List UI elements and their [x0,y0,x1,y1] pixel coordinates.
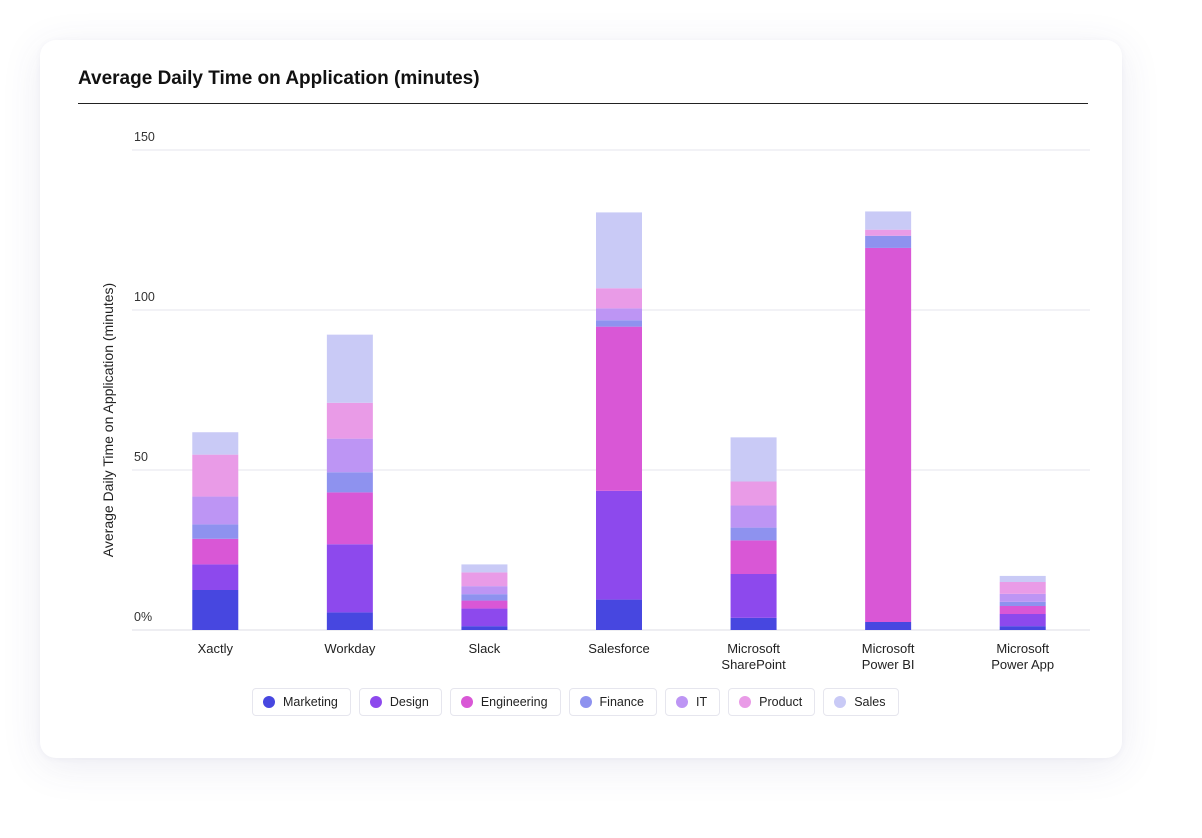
bar-segment-engineering[interactable] [865,247,912,623]
bar-segment-engineering[interactable] [461,600,508,609]
bar-segment-it[interactable] [192,496,239,525]
bar-segment-product[interactable] [596,288,642,309]
y-tick-label: 50 [134,450,148,464]
bar-segment-marketing[interactable] [326,612,373,630]
y-tick-label: 0% [134,610,152,624]
legend-label: IT [696,695,708,709]
bar-segment-finance[interactable] [999,601,1046,606]
chart-title: Average Daily Time on Application (minut… [78,68,480,89]
bar-segment-design[interactable] [596,490,642,600]
legend-item-it[interactable]: IT [665,688,721,716]
bar-segment-product[interactable] [999,582,1046,594]
legend-label: Design [389,695,429,709]
y-tick-label: 150 [134,130,155,144]
bar-segment-design[interactable] [999,614,1046,627]
bar-segment-engineering[interactable] [192,538,239,565]
x-tick-label: Power App [991,657,1054,672]
x-tick-label: Microsoft [862,641,915,656]
legend-item-finance[interactable]: Finance [568,688,658,716]
bar-segment-engineering[interactable] [596,326,642,491]
bar-segment-sales[interactable] [865,211,912,230]
bar-segment-sales[interactable] [596,212,642,289]
bar-segment-design[interactable] [192,564,239,590]
bar-segment-it[interactable] [596,308,642,321]
legend-swatch [834,696,847,708]
x-tick-label: Slack [469,641,501,656]
legend-swatch [579,696,592,708]
bar-segment-it[interactable] [999,593,1046,602]
bar-segment-marketing[interactable] [461,626,508,630]
bar-segment-marketing[interactable] [596,599,642,630]
bar-segment-design[interactable] [730,574,777,618]
bar-segment-sales[interactable] [192,432,239,455]
y-tick-label: 100 [134,290,155,304]
legend-label: Finance [599,695,645,709]
bar-segment-product[interactable] [192,454,239,497]
bar-segment-design[interactable] [461,608,508,627]
bar-segment-marketing[interactable] [730,617,777,630]
bar-segment-sales[interactable] [730,437,777,482]
chart-legend: Marketing Design Engineering Finance IT Produ… [252,688,899,716]
legend-swatch [676,696,689,708]
legend-item-marketing[interactable]: Marketing [252,688,351,716]
bar-segment-product[interactable] [865,229,912,236]
legend-label: Product [759,695,803,709]
bar-segment-it[interactable] [730,505,777,528]
bar-segment-sales[interactable] [326,334,373,403]
legend-swatch [460,696,473,708]
bar-segment-finance[interactable] [326,472,373,493]
x-tick-label: Microsoft [727,641,780,656]
legend-swatch [263,696,275,708]
bar-segment-engineering[interactable] [326,492,373,545]
bar-segment-finance[interactable] [596,320,642,327]
bar-segment-sales[interactable] [461,564,508,573]
x-tick-label: Microsoft [996,641,1049,656]
bar-segment-product[interactable] [461,572,508,587]
title-divider [78,103,1088,104]
bar-segment-finance[interactable] [192,524,239,539]
bar-segment-finance[interactable] [865,235,912,248]
bar-segment-finance[interactable] [730,527,777,541]
legend-label: Marketing [283,695,338,709]
legend-item-sales[interactable]: Sales [823,688,899,716]
bar-segment-product[interactable] [326,402,373,439]
bar-segment-sales[interactable] [999,575,1046,582]
legend-item-product[interactable]: Product [728,688,816,716]
bar-segment-marketing[interactable] [192,590,239,630]
bar-segment-product[interactable] [730,481,777,506]
legend-swatch [739,696,752,708]
bar-segment-it[interactable] [326,438,373,473]
bar-segment-marketing[interactable] [865,622,912,630]
legend-swatch [369,696,382,708]
x-tick-label: SharePoint [721,657,786,672]
bar-segment-marketing[interactable] [999,626,1046,630]
bar-segment-finance[interactable] [461,594,508,601]
x-tick-label: Xactly [198,641,234,656]
legend-label: Engineering [480,695,548,709]
legend-item-design[interactable]: Design [358,688,442,716]
legend-item-engineering[interactable]: Engineering [449,688,561,716]
legend-label: Sales [854,695,886,709]
bar-segment-engineering[interactable] [999,606,1046,614]
x-tick-label: Workday [324,641,376,656]
bar-segment-design[interactable] [326,544,373,613]
chart-plot: 0% 50 100 150 Xactly Workday Slack Salesforce Mi… [132,130,1090,672]
x-tick-label: Power BI [862,657,915,672]
chart-card: Average Daily Time on Application (minut… [40,40,1122,758]
bar-segment-it[interactable] [461,586,508,595]
bar-segment-engineering[interactable] [730,540,777,574]
x-tick-label: Salesforce [588,641,649,656]
